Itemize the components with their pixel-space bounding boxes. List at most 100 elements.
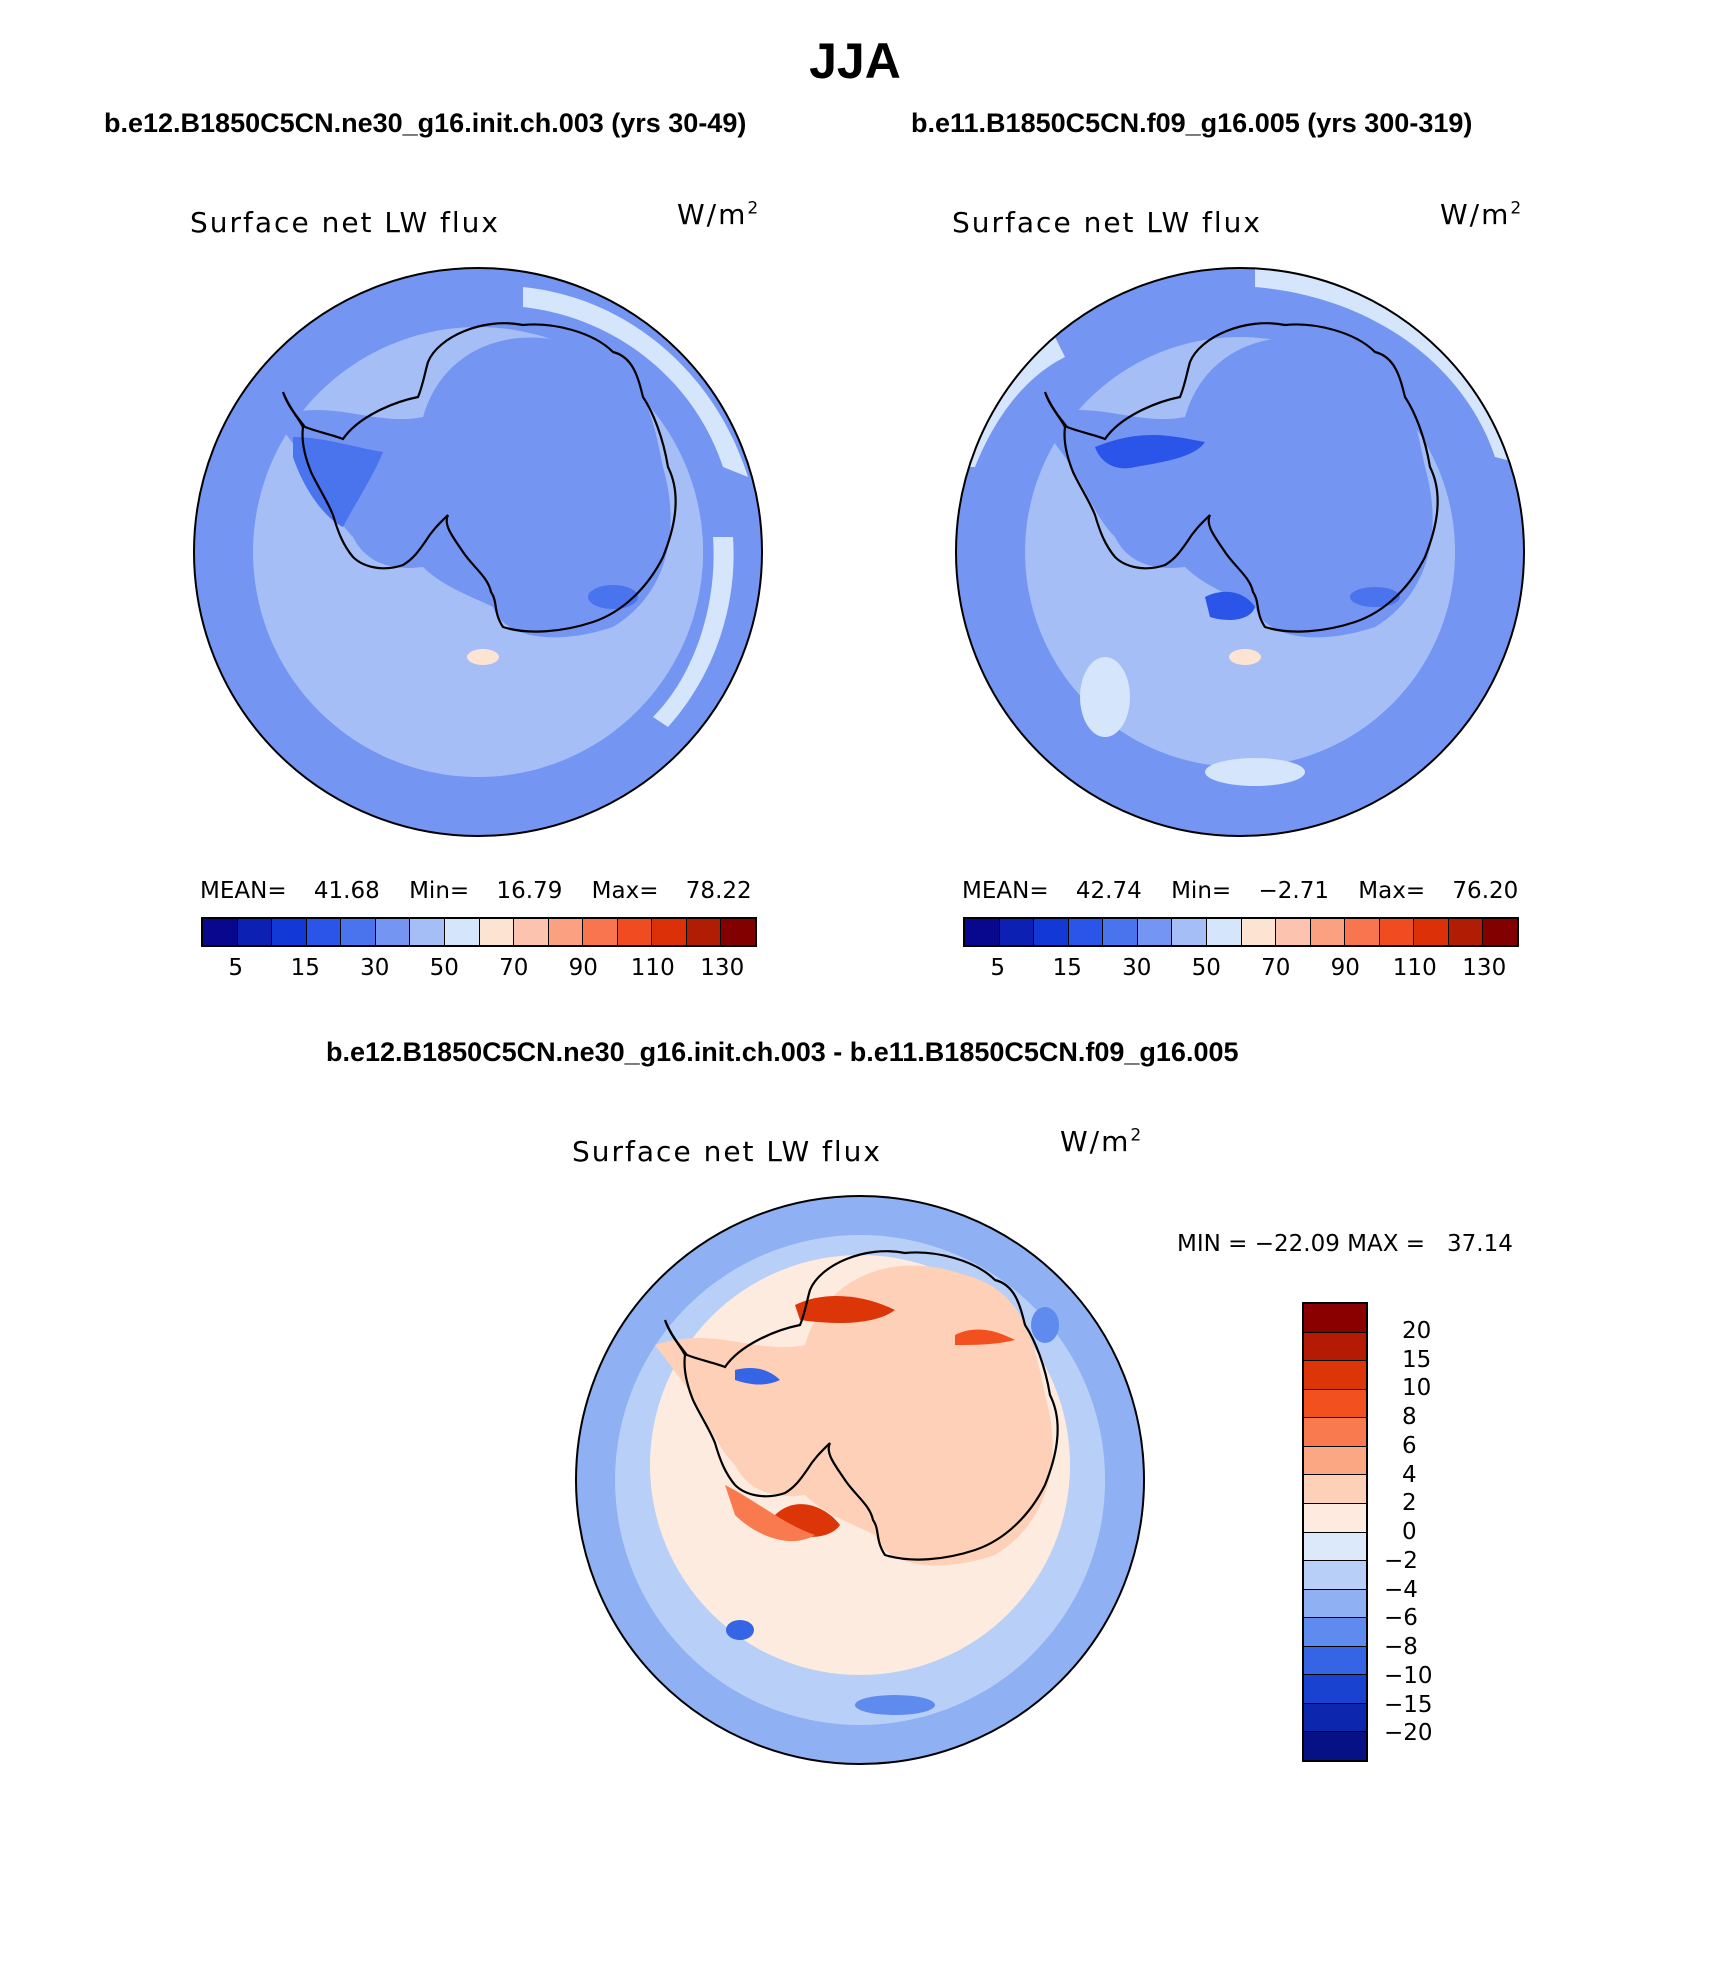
panel1-colorbar-segment <box>514 919 549 945</box>
panel1-colorbar-tick-label: 70 <box>499 955 529 981</box>
diff-blue-patch3 <box>855 1695 935 1715</box>
panel1-variable-label: Surface net LW flux <box>190 206 500 239</box>
panel2-colorbar-tick-label: 110 <box>1392 955 1437 981</box>
diff-units-exp: 2 <box>1130 1125 1144 1146</box>
diff-blue-patch2 <box>1031 1307 1059 1343</box>
panel2-case-title: b.e11.B1850C5CN.f09_g16.005 (yrs 300-319… <box>911 108 1473 138</box>
diff-colorbar-segment <box>1304 1589 1366 1619</box>
panel1-min-value: 16.79 <box>496 878 563 904</box>
diff-variable-label: Surface net LW flux <box>572 1135 882 1168</box>
diff-colorbar-tick-label: 2 <box>1402 1490 1417 1517</box>
panel2-colorbar-ticks: 5 15 30 50 70 90 110 130 <box>963 955 1519 985</box>
panel2-colorbar-segment <box>1068 919 1104 945</box>
panel2-dark-patch <box>1350 587 1400 607</box>
diff-colorbar-tick-label: −6 <box>1384 1605 1418 1632</box>
diff-colorbar-tick-label: 4 <box>1402 1461 1417 1488</box>
panel2-mean-value: 42.74 <box>1075 878 1142 904</box>
diff-colorbar-segment <box>1304 1503 1366 1533</box>
panel1-continent-shade <box>273 337 671 638</box>
panel1-colorbar-segment <box>272 919 307 945</box>
panel2-colorbar-tick-label: 70 <box>1261 955 1291 981</box>
panel2-colorbar-segment <box>1103 919 1138 945</box>
diff-colorbar-tick-label: 0 <box>1402 1519 1417 1545</box>
diff-colorbar-tick-label: −10 <box>1384 1662 1433 1689</box>
panel2-colorbar-segment <box>1483 919 1517 945</box>
diff-colorbar-segment <box>1304 1361 1366 1390</box>
panel1-antarctica-coastline <box>281 322 677 633</box>
diff-colorbar-segment <box>1304 1561 1366 1590</box>
panel2-colorbar-segment <box>1172 919 1207 945</box>
panel1-coast-shade <box>293 437 383 527</box>
panel1-colorbar-segment <box>306 919 342 945</box>
panel2-colorbar-segment <box>999 919 1035 945</box>
panel1-polar-map <box>193 267 763 837</box>
panel1-colorbar-segment <box>652 919 687 945</box>
panel1-colorbar-segment <box>410 919 445 945</box>
panel1-max-label: Max= <box>591 878 659 904</box>
panel1-colorbar-segment <box>548 919 584 945</box>
panel2-colorbar-segment <box>1137 919 1173 945</box>
panel2-colorbar-segment <box>1448 919 1484 945</box>
diff-units: W/m2 <box>1060 1125 1143 1158</box>
panel2-light-patch2 <box>1205 758 1305 786</box>
diff-red-streak <box>795 1295 895 1323</box>
diff-colorbar-tick-label: 20 <box>1402 1317 1432 1344</box>
diff-colorbar-tick-label: −8 <box>1384 1634 1418 1660</box>
panel2-units-base: W/m <box>1440 198 1511 231</box>
panel1-light-band <box>523 287 748 477</box>
diff-colorbar-tick-label: 8 <box>1402 1404 1417 1430</box>
diff-case-title: b.e12.B1850C5CN.ne30_g16.init.ch.003 - b… <box>326 1037 1239 1067</box>
panel1-dark-patch <box>588 585 638 609</box>
panel2-units-exp: 2 <box>1510 198 1524 219</box>
diff-colorbar-tick-label: −15 <box>1384 1691 1433 1718</box>
panel1-colorbar-segment <box>203 919 238 945</box>
panel2-colorbar-tick-label: 130 <box>1462 955 1507 981</box>
panel1-light-band2 <box>653 537 734 727</box>
panel2-polar-map <box>955 267 1525 837</box>
panel2-colorbar-segment <box>1034 919 1069 945</box>
panel2-colorbar-segment <box>1276 919 1311 945</box>
panel1-units-base: W/m <box>677 198 748 231</box>
panel1-units: W/m2 <box>677 198 760 231</box>
diff-colorbar-segment <box>1304 1304 1366 1333</box>
panel2-colorbar-segment <box>1310 919 1346 945</box>
diff-colorbar-segment <box>1304 1703 1366 1733</box>
panel1-colorbar-segment <box>444 919 480 945</box>
panel2-stats: MEAN= 42.74 Min= −2.71 Max= 76.20 <box>962 878 1518 904</box>
diff-antarctica-coastline <box>663 1250 1059 1561</box>
page-title: JJA <box>809 33 901 89</box>
panel2-light-patch <box>1080 657 1130 737</box>
panel1-mean-label: MEAN= <box>200 878 287 904</box>
diff-colorbar-segment <box>1304 1532 1366 1562</box>
diff-colorbar-segment <box>1304 1332 1366 1362</box>
panel2-dark-streak2 <box>1205 591 1255 620</box>
diff-red-streak3 <box>955 1329 1015 1345</box>
panel2-colorbar-segment <box>965 919 1000 945</box>
panel1-warm-patch <box>467 649 499 665</box>
panel2-light-band2 <box>960 337 1065 467</box>
panel1-mean-value: 41.68 <box>313 878 380 904</box>
diff-colorbar-segment <box>1304 1475 1366 1504</box>
panel1-colorbar-tick-label: 90 <box>568 955 598 981</box>
diff-colorbar-tick-label: −20 <box>1384 1720 1433 1747</box>
panel2-min-label: Min= <box>1171 878 1232 904</box>
panel2-min-value: −2.71 <box>1258 878 1329 904</box>
diff-continent-warm <box>655 1265 1053 1566</box>
panel2-colorbar-tick-label: 5 <box>990 955 1006 981</box>
panel1-colorbar-segment <box>686 919 722 945</box>
panel2-colorbar-segment <box>1241 919 1277 945</box>
panel1-colorbar-segment <box>721 919 755 945</box>
panel2-colorbar-tick-label: 50 <box>1191 955 1221 981</box>
panel2-colorbar-segment <box>1414 919 1449 945</box>
panel1-colorbar-ticks: 5 15 30 50 70 90 110 130 <box>201 955 757 985</box>
panel2-warm-patch <box>1229 649 1261 665</box>
diff-stats: MIN = −22.09 MAX = 37.14 <box>1177 1231 1513 1257</box>
diff-colorbar-tick-label: −2 <box>1384 1547 1418 1574</box>
diff-colorbar <box>1302 1302 1368 1762</box>
diff-blue-streak <box>735 1368 780 1385</box>
diff-colorbar-segment <box>1304 1732 1366 1760</box>
panel2-dark-streak <box>1095 435 1205 469</box>
panel1-colorbar-segment <box>375 919 411 945</box>
panel1-colorbar-tick-label: 15 <box>290 955 320 981</box>
panel2-max-value: 76.20 <box>1452 878 1519 904</box>
